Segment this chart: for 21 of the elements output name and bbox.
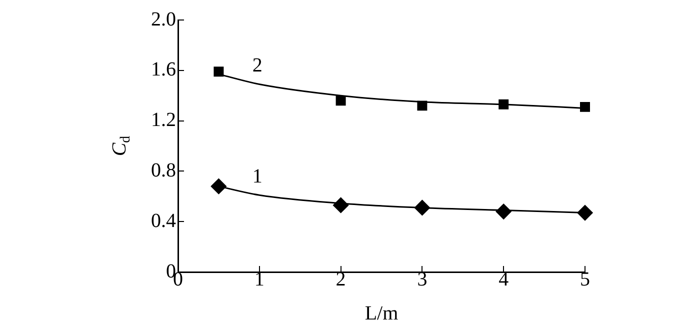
- point: [214, 66, 224, 77]
- y-tick-label: 0.8: [151, 159, 176, 182]
- y-tick-label: 0.4: [151, 210, 176, 232]
- y-tick-label: 1.6: [151, 58, 176, 81]
- series-label: 2: [252, 54, 262, 77]
- point: [210, 178, 226, 194]
- series-label: 1: [252, 165, 262, 188]
- point: [417, 100, 428, 111]
- point: [580, 102, 590, 112]
- y-tick-label: 1.2: [151, 109, 176, 132]
- y-tick-label: 2.0: [151, 8, 176, 30]
- point: [414, 200, 430, 216]
- point: [496, 204, 512, 220]
- x-axis-title: L/m: [364, 302, 399, 321]
- point: [577, 205, 593, 221]
- point: [333, 197, 349, 213]
- point: [336, 96, 346, 106]
- point: [498, 99, 509, 110]
- y-axis-title: Cd: [108, 136, 134, 156]
- x-tick-label: 4: [498, 268, 509, 290]
- x-tick-label: 1: [254, 268, 264, 290]
